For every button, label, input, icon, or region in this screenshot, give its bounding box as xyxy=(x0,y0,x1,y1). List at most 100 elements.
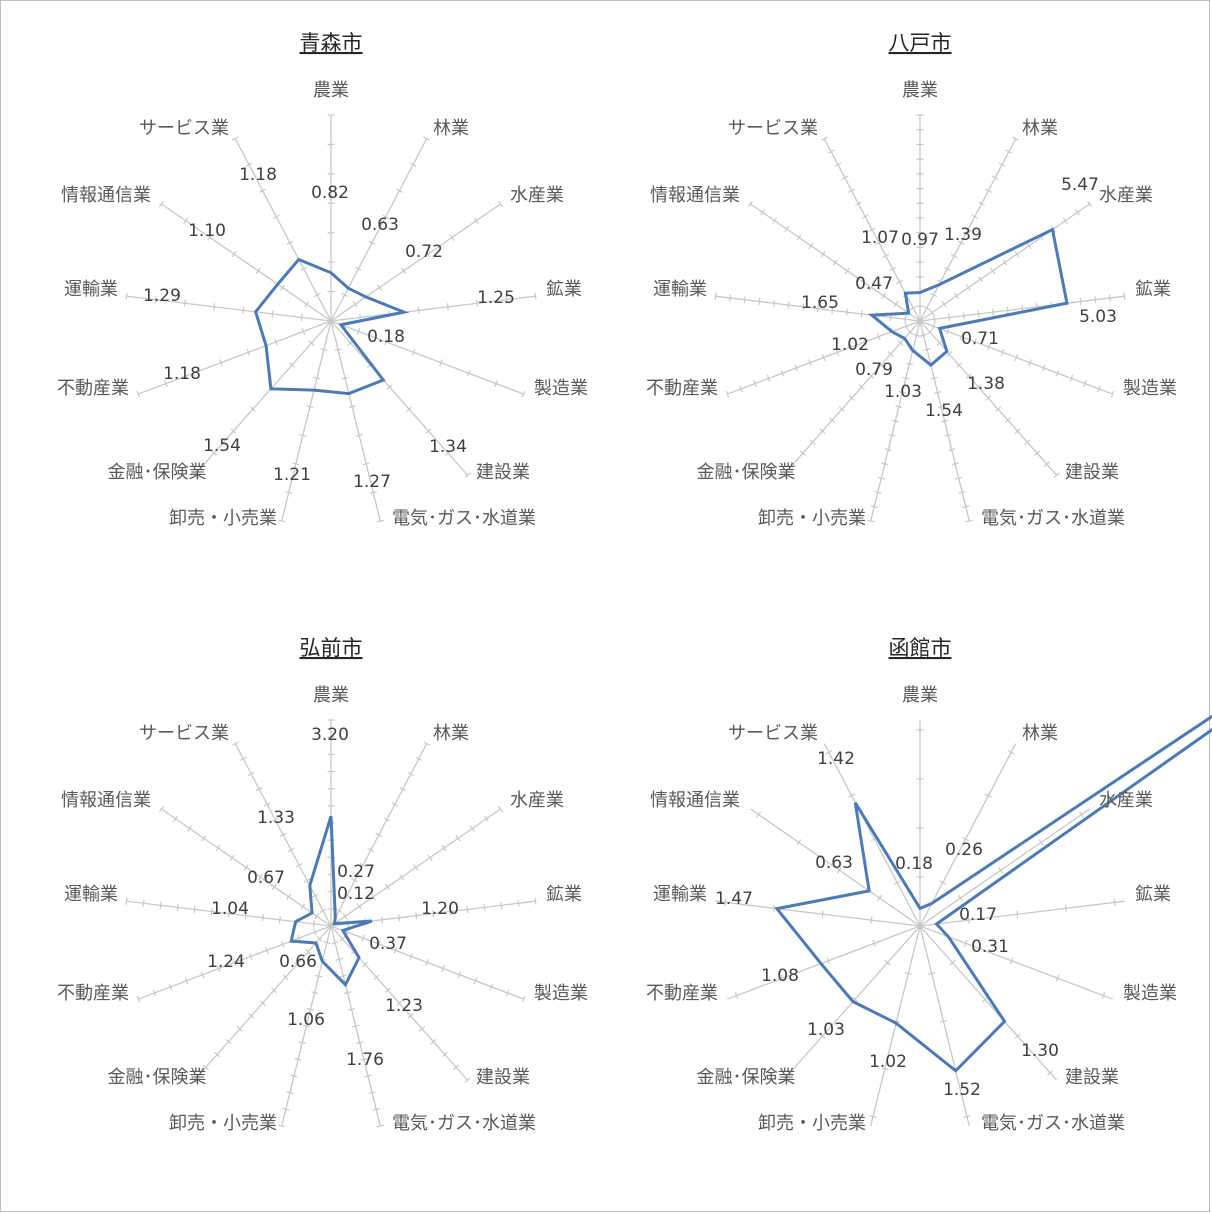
axis-tick xyxy=(1000,348,1005,356)
data-label: 0.82 xyxy=(311,183,349,203)
axis-tick xyxy=(274,338,278,346)
axis-tick xyxy=(851,996,858,1003)
axis-tick xyxy=(876,333,881,341)
category-label: 水産業 xyxy=(510,185,564,206)
axis-tick xyxy=(1002,259,1008,266)
data-label: 0.37 xyxy=(369,934,407,954)
data-label: 1.25 xyxy=(477,288,515,308)
axis-tick xyxy=(867,519,875,523)
axis-tick xyxy=(243,864,249,871)
axis-tick xyxy=(231,741,239,746)
axis-tick xyxy=(158,200,164,208)
axis-tick xyxy=(794,364,798,372)
axis-tick xyxy=(278,916,281,924)
axis-line xyxy=(138,320,332,395)
axis-tick xyxy=(446,303,449,311)
axis-tick xyxy=(354,266,362,272)
axis-tick xyxy=(930,376,938,380)
category-label: 製造業 xyxy=(1123,378,1177,399)
data-label: 1.76 xyxy=(346,1050,384,1070)
axis-tick xyxy=(829,417,836,423)
axis-tick xyxy=(393,946,398,954)
axis-tick xyxy=(992,308,995,316)
axis-tick xyxy=(255,787,263,792)
axis-line xyxy=(126,295,332,322)
category-label: 情報通信業 xyxy=(61,790,151,811)
axis-line xyxy=(919,808,1090,927)
category-label: 運輸業 xyxy=(64,279,118,300)
chart-title: 八戸市 xyxy=(889,31,952,55)
axis-tick xyxy=(342,913,348,920)
axis-tick xyxy=(1097,385,1101,393)
axis-tick xyxy=(164,380,168,388)
axis-tick xyxy=(279,832,287,837)
category-label: 林業 xyxy=(1022,723,1058,744)
axis-tick xyxy=(753,380,757,388)
axis-tick xyxy=(884,448,892,452)
axis-tick xyxy=(306,1007,315,1011)
axis-tick xyxy=(352,301,358,308)
axis-tick xyxy=(898,391,906,394)
category-label: 情報通信業 xyxy=(650,790,740,811)
axis-tick xyxy=(995,406,1002,412)
axis-tick xyxy=(398,914,401,922)
axis-tick xyxy=(319,908,327,913)
axis-tick xyxy=(965,284,971,291)
axis-tick xyxy=(1014,250,1020,258)
axis-tick xyxy=(202,1064,209,1071)
axis-tick xyxy=(965,373,972,379)
axis-tick xyxy=(945,327,950,335)
chart-title: 函館市 xyxy=(889,636,952,660)
category-label: 不動産業 xyxy=(57,983,129,1004)
data-label: 1.24 xyxy=(207,952,245,972)
axis-tick xyxy=(355,433,363,437)
axis-tick xyxy=(772,904,775,912)
axis-line xyxy=(823,743,921,927)
axis-line xyxy=(727,925,921,1000)
category-label: サービス業 xyxy=(728,723,818,744)
axis-tick xyxy=(427,854,433,861)
axis-tick xyxy=(201,835,207,842)
data-label: 1.30 xyxy=(1021,1041,1059,1061)
axis-tick xyxy=(1055,974,1060,982)
axis-tick xyxy=(958,491,966,494)
axis-tick xyxy=(835,348,840,356)
axis-tick xyxy=(453,1064,460,1071)
axis-tick xyxy=(341,292,349,298)
axis-tick xyxy=(230,428,237,434)
data-label: 1.04 xyxy=(211,899,249,919)
axis-tick xyxy=(881,292,887,300)
axis-tick xyxy=(286,1091,294,1095)
category-label: 製造業 xyxy=(534,378,588,399)
axis-tick xyxy=(294,1057,302,1061)
axis-tick xyxy=(359,863,367,868)
axis-tick xyxy=(891,419,899,423)
axis-tick xyxy=(877,362,884,368)
axis-tick xyxy=(990,267,996,275)
data-label: 0.47 xyxy=(855,274,893,294)
data-label: 1.08 xyxy=(761,966,799,986)
category-label: 運輸業 xyxy=(64,884,118,905)
data-label: 1.39 xyxy=(944,225,982,245)
axis-tick xyxy=(210,907,213,916)
axis-tick xyxy=(860,310,863,318)
axis-tick xyxy=(248,952,253,960)
axis-tick xyxy=(1078,811,1084,818)
axis-tick xyxy=(985,793,992,798)
axis-tick xyxy=(370,893,376,900)
axis-tick xyxy=(772,217,778,224)
axis-tick xyxy=(872,939,876,947)
series-line xyxy=(867,227,1069,367)
data-label: 0.27 xyxy=(337,862,375,882)
category-label: サービス業 xyxy=(139,723,229,744)
axis-line xyxy=(330,203,501,322)
data-label: 1.29 xyxy=(143,286,181,306)
axis-tick xyxy=(242,306,245,314)
category-label: 建設業 xyxy=(476,462,530,483)
axis-tick xyxy=(288,362,295,368)
axis-tick xyxy=(281,940,285,948)
axis-tick xyxy=(1004,417,1011,423)
axis-tick xyxy=(1028,359,1032,367)
axis-tick xyxy=(1012,136,1020,141)
